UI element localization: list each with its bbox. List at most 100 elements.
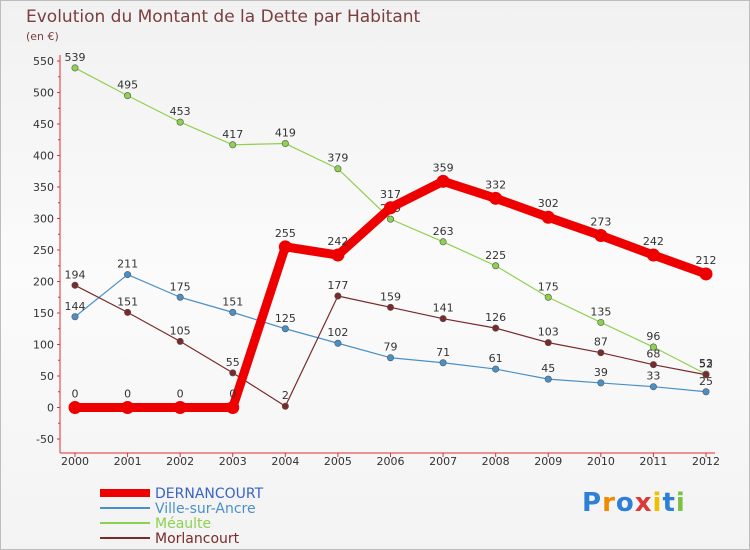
data-label: 417 [222, 128, 243, 141]
data-label: 242 [643, 235, 664, 248]
data-point [544, 339, 552, 347]
logo-letter: o [615, 488, 635, 518]
data-label: 68 [646, 348, 660, 361]
data-label: 212 [696, 254, 717, 267]
y-tick-label: -50 [36, 433, 54, 446]
proxiti-logo: Proxiti [582, 488, 686, 518]
data-label: 317 [380, 188, 401, 201]
data-label: 379 [327, 152, 348, 165]
data-point [492, 262, 500, 270]
data-label: 126 [485, 311, 506, 324]
x-tick-label: 2011 [639, 455, 667, 468]
data-label: 105 [170, 324, 191, 337]
data-label: 61 [489, 352, 503, 365]
legend-label: DERNANCOURT [155, 486, 264, 502]
data-point [646, 248, 660, 262]
data-label: 151 [222, 295, 243, 308]
data-label: 102 [327, 326, 348, 339]
data-label: 0 [229, 388, 236, 401]
data-point [121, 401, 135, 414]
data-label: 55 [226, 356, 240, 369]
logo-letter: r [602, 488, 616, 518]
data-label: 53 [699, 357, 713, 370]
data-label: 359 [433, 161, 454, 174]
logo-letter: P [582, 488, 603, 518]
data-label: 177 [327, 279, 348, 292]
x-tick-label: 2008 [482, 455, 510, 468]
data-point [71, 281, 79, 289]
data-point [597, 318, 605, 326]
data-point [124, 92, 132, 100]
data-point [384, 201, 397, 215]
data-point [597, 379, 605, 387]
x-tick-label: 2012 [692, 455, 720, 468]
data-label: 273 [590, 216, 611, 229]
data-point [439, 315, 447, 323]
data-point [281, 402, 289, 410]
data-point [489, 191, 503, 205]
y-tick-label: 200 [33, 276, 54, 289]
data-label: 151 [117, 295, 138, 308]
x-tick-label: 2002 [166, 455, 194, 468]
data-label: 25 [699, 375, 713, 388]
y-tick-label: 250 [33, 244, 54, 257]
x-tick-label: 2009 [534, 455, 562, 468]
data-label: 33 [646, 370, 660, 383]
data-point [649, 361, 657, 369]
x-tick-label: 2007 [429, 455, 457, 468]
data-point [439, 238, 447, 246]
data-label: 263 [433, 225, 454, 238]
data-label: 175 [170, 280, 191, 293]
data-label: 242 [327, 235, 348, 248]
data-point [124, 271, 132, 279]
x-tick-label: 2001 [114, 455, 142, 468]
y-tick-label: 350 [33, 181, 54, 194]
y-tick-label: 400 [33, 150, 54, 163]
data-point [334, 165, 342, 173]
data-point [702, 388, 710, 396]
data-label: 332 [485, 178, 506, 191]
data-point [544, 293, 552, 301]
y-tick-label: 450 [33, 118, 54, 131]
x-tick-label: 2004 [271, 455, 299, 468]
series-2: 5394954534174193792992632251751359653 [65, 51, 713, 378]
data-point [176, 293, 184, 301]
data-point [492, 365, 500, 373]
series-1: 144 211 175 151 125 102 79 71 61 45 39 33 25 [65, 258, 713, 396]
x-tick-label: 2010 [587, 455, 615, 468]
data-point [541, 210, 555, 224]
y-tick-label: 550 [33, 55, 54, 68]
data-point [386, 303, 394, 311]
y-tick-label: 100 [33, 339, 54, 352]
data-point [699, 267, 713, 281]
data-point [173, 401, 187, 414]
data-label: 2 [282, 389, 289, 402]
data-label: 96 [646, 330, 660, 343]
data-point [176, 337, 184, 345]
data-point [68, 401, 82, 414]
data-point [544, 375, 552, 383]
data-point [334, 339, 342, 347]
data-label: 175 [538, 280, 559, 293]
y-tick-label: 300 [33, 213, 54, 226]
y-tick-label: 500 [33, 87, 54, 100]
data-point [278, 240, 292, 254]
data-label: 45 [541, 362, 555, 375]
data-label: 302 [538, 197, 559, 210]
data-point [436, 174, 450, 188]
data-label: 87 [594, 336, 608, 349]
data-label: 255 [275, 227, 296, 240]
data-point [386, 215, 394, 223]
y-tick-label: 50 [40, 370, 54, 383]
logo-letter: t [662, 488, 676, 518]
data-label: 225 [485, 249, 506, 262]
data-label: 141 [433, 302, 454, 315]
data-point [492, 324, 500, 332]
data-label: 71 [436, 346, 450, 359]
data-label: 144 [65, 300, 86, 313]
data-label: 453 [170, 105, 191, 118]
data-point [597, 349, 605, 357]
data-point [649, 343, 657, 351]
data-label: 539 [65, 51, 86, 64]
